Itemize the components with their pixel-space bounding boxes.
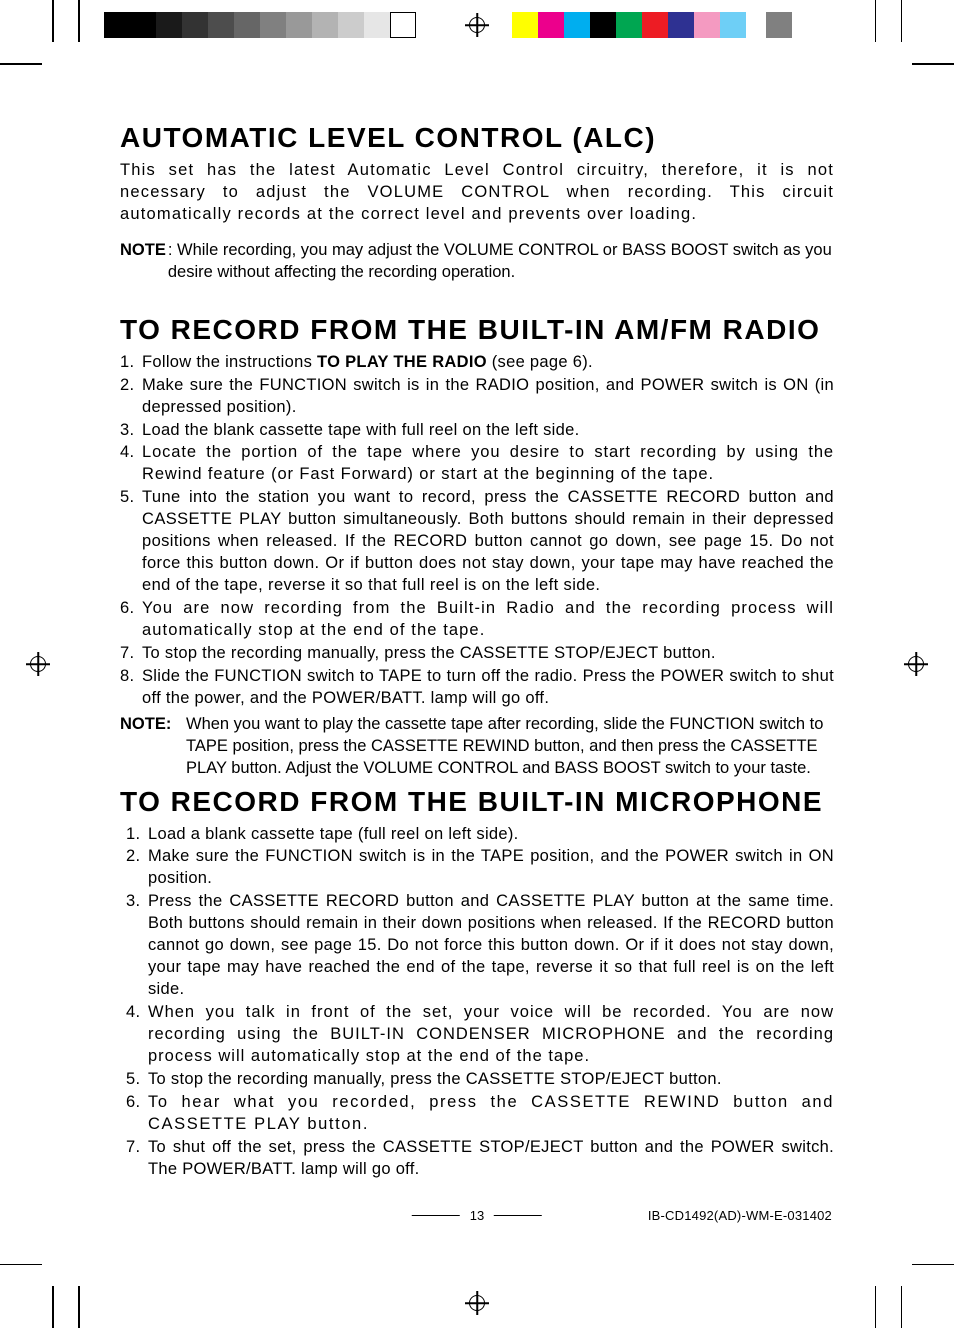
color-swatch-bar bbox=[512, 12, 792, 38]
page-number: 13 bbox=[470, 1208, 484, 1223]
step-text: To stop the recording manually, press th… bbox=[148, 1069, 834, 1091]
registration-mark-icon bbox=[465, 13, 489, 37]
page-content: AUTOMATIC LEVEL CONTROL (ALC) This set h… bbox=[120, 122, 834, 1182]
crop-mark bbox=[912, 63, 954, 65]
crop-mark bbox=[0, 63, 42, 65]
step-number: 1. bbox=[126, 824, 148, 846]
heading-alc: AUTOMATIC LEVEL CONTROL (ALC) bbox=[120, 122, 834, 154]
step-text: Load a blank cassette tape (full reel on… bbox=[148, 824, 834, 846]
step-number: 5. bbox=[120, 487, 142, 597]
registration-mark-icon bbox=[26, 652, 50, 676]
crop-mark bbox=[52, 0, 54, 42]
heading-radio: TO RECORD FROM THE BUILT-IN AM/FM RADIO bbox=[120, 314, 834, 346]
step-text: Locate the portion of the tape where you… bbox=[142, 442, 834, 486]
step-number: 6. bbox=[126, 1092, 148, 1136]
note-radio: NOTE: When you want to play the cassette… bbox=[120, 714, 834, 780]
step-number: 7. bbox=[120, 643, 142, 665]
registration-mark-icon bbox=[904, 652, 928, 676]
step-text: To hear what you recorded, press the CAS… bbox=[148, 1092, 834, 1136]
crop-mark bbox=[52, 1286, 54, 1328]
document-id: IB-CD1492(AD)-WM-E-031402 bbox=[648, 1208, 832, 1223]
step-number: 2. bbox=[120, 375, 142, 419]
note-body: When you want to play the cassette tape … bbox=[180, 714, 834, 780]
step-number: 6. bbox=[120, 598, 142, 642]
step-text: Load the blank cassette tape with full r… bbox=[142, 420, 834, 442]
crop-mark bbox=[875, 0, 877, 42]
step-text: Tune into the station you want to record… bbox=[142, 487, 834, 597]
step-text: To stop the recording manually, press th… bbox=[142, 643, 834, 665]
crop-mark bbox=[78, 1286, 80, 1328]
step-number: 7. bbox=[126, 1137, 148, 1181]
note-alc: NOTE : While recording, you may adjust t… bbox=[120, 240, 834, 284]
gray-swatch-bar bbox=[104, 12, 416, 38]
note-label: NOTE bbox=[120, 240, 168, 284]
crop-mark bbox=[901, 0, 903, 42]
note-body: : While recording, you may adjust the VO… bbox=[168, 240, 834, 284]
crop-mark bbox=[901, 1286, 903, 1328]
heading-mic: TO RECORD FROM THE BUILT-IN MICROPHONE bbox=[120, 786, 834, 818]
step-text: You are now recording from the Built-in … bbox=[142, 598, 834, 642]
step-number: 1. bbox=[120, 352, 142, 374]
step-text: Make sure the FUNCTION switch is in the … bbox=[142, 375, 834, 419]
step-number: 5. bbox=[126, 1069, 148, 1091]
step-number: 4. bbox=[120, 442, 142, 486]
step-text: When you talk in front of the set, your … bbox=[148, 1002, 834, 1068]
note-label: NOTE: bbox=[120, 714, 180, 780]
registration-mark-icon bbox=[465, 1291, 489, 1315]
steps-mic: 1.Load a blank cassette tape (full reel … bbox=[120, 824, 834, 1181]
steps-radio: 1.Follow the instructions TO PLAY THE RA… bbox=[120, 352, 834, 710]
step-text: Make sure the FUNCTION switch is in the … bbox=[148, 846, 834, 890]
step-number: 4. bbox=[126, 1002, 148, 1068]
crop-mark bbox=[0, 1264, 42, 1266]
step-number: 3. bbox=[120, 420, 142, 442]
step-number: 3. bbox=[126, 891, 148, 1001]
crop-mark bbox=[875, 1286, 877, 1328]
step-text: To shut off the set, press the CASSETTE … bbox=[148, 1137, 834, 1181]
step-text: Press the CASSETTE RECORD button and CAS… bbox=[148, 891, 834, 1001]
page-footer: 13 IB-CD1492(AD)-WM-E-031402 bbox=[0, 1208, 954, 1228]
step-number: 2. bbox=[126, 846, 148, 890]
page-number-block: 13 bbox=[412, 1208, 542, 1223]
step-text: Slide the FUNCTION switch to TAPE to tur… bbox=[142, 666, 834, 710]
crop-mark bbox=[912, 1264, 954, 1266]
step-number: 8. bbox=[120, 666, 142, 710]
crop-mark bbox=[78, 0, 80, 42]
paragraph-alc: This set has the latest Automatic Level … bbox=[120, 160, 834, 226]
step-text: Follow the instructions TO PLAY THE RADI… bbox=[142, 352, 834, 374]
